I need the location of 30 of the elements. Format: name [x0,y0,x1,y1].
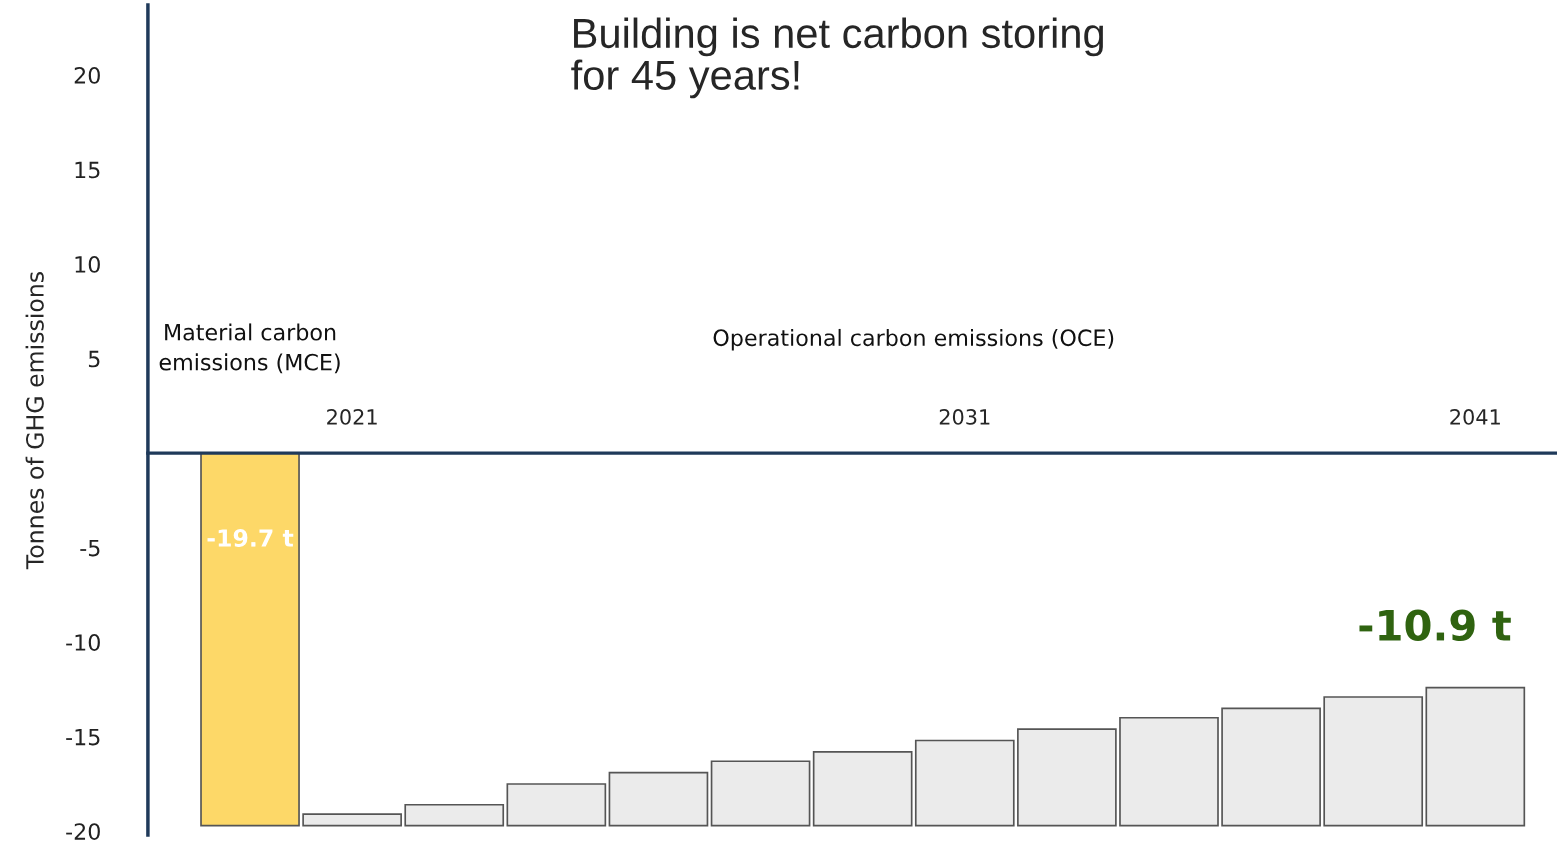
text: Building is net carbon storing for 45 years! [571,17,1103,99]
y-tick-label: -5 [80,539,100,557]
bar [710,760,811,827]
bar [1221,707,1321,827]
x-tick-label: 2021 [327,409,377,425]
bar [200,452,300,827]
data-label: -19.7 t [207,529,294,547]
bar [1425,686,1526,827]
y-tick-label: -15 [66,728,100,746]
y-axis-title: Tonnes of GHG emissions [25,272,44,570]
y-tick-label: -20 [66,823,100,840]
x-tick-label: 2031 [939,409,990,425]
annotation: Operational carbon emissions (OCE) [713,328,1114,351]
annotation: Material carbon emissions (MCE) [159,323,340,374]
bar [1119,716,1219,827]
y-tick-label: 15 [75,161,100,179]
y-tick-label: -10 [66,634,100,651]
y-tick-label: 20 [74,66,100,84]
bar [914,739,1015,827]
bar [608,771,709,827]
bar [302,813,402,827]
y-tick-label: 10 [75,256,100,273]
bar [1323,696,1424,827]
bar [812,750,913,827]
bar [506,783,607,827]
bar [404,803,505,827]
x-tick-label: 2041 [1450,409,1500,425]
bar [1017,728,1117,827]
annotation: -10.9 t [1359,609,1511,642]
y-tick-label: 5 [88,350,100,368]
